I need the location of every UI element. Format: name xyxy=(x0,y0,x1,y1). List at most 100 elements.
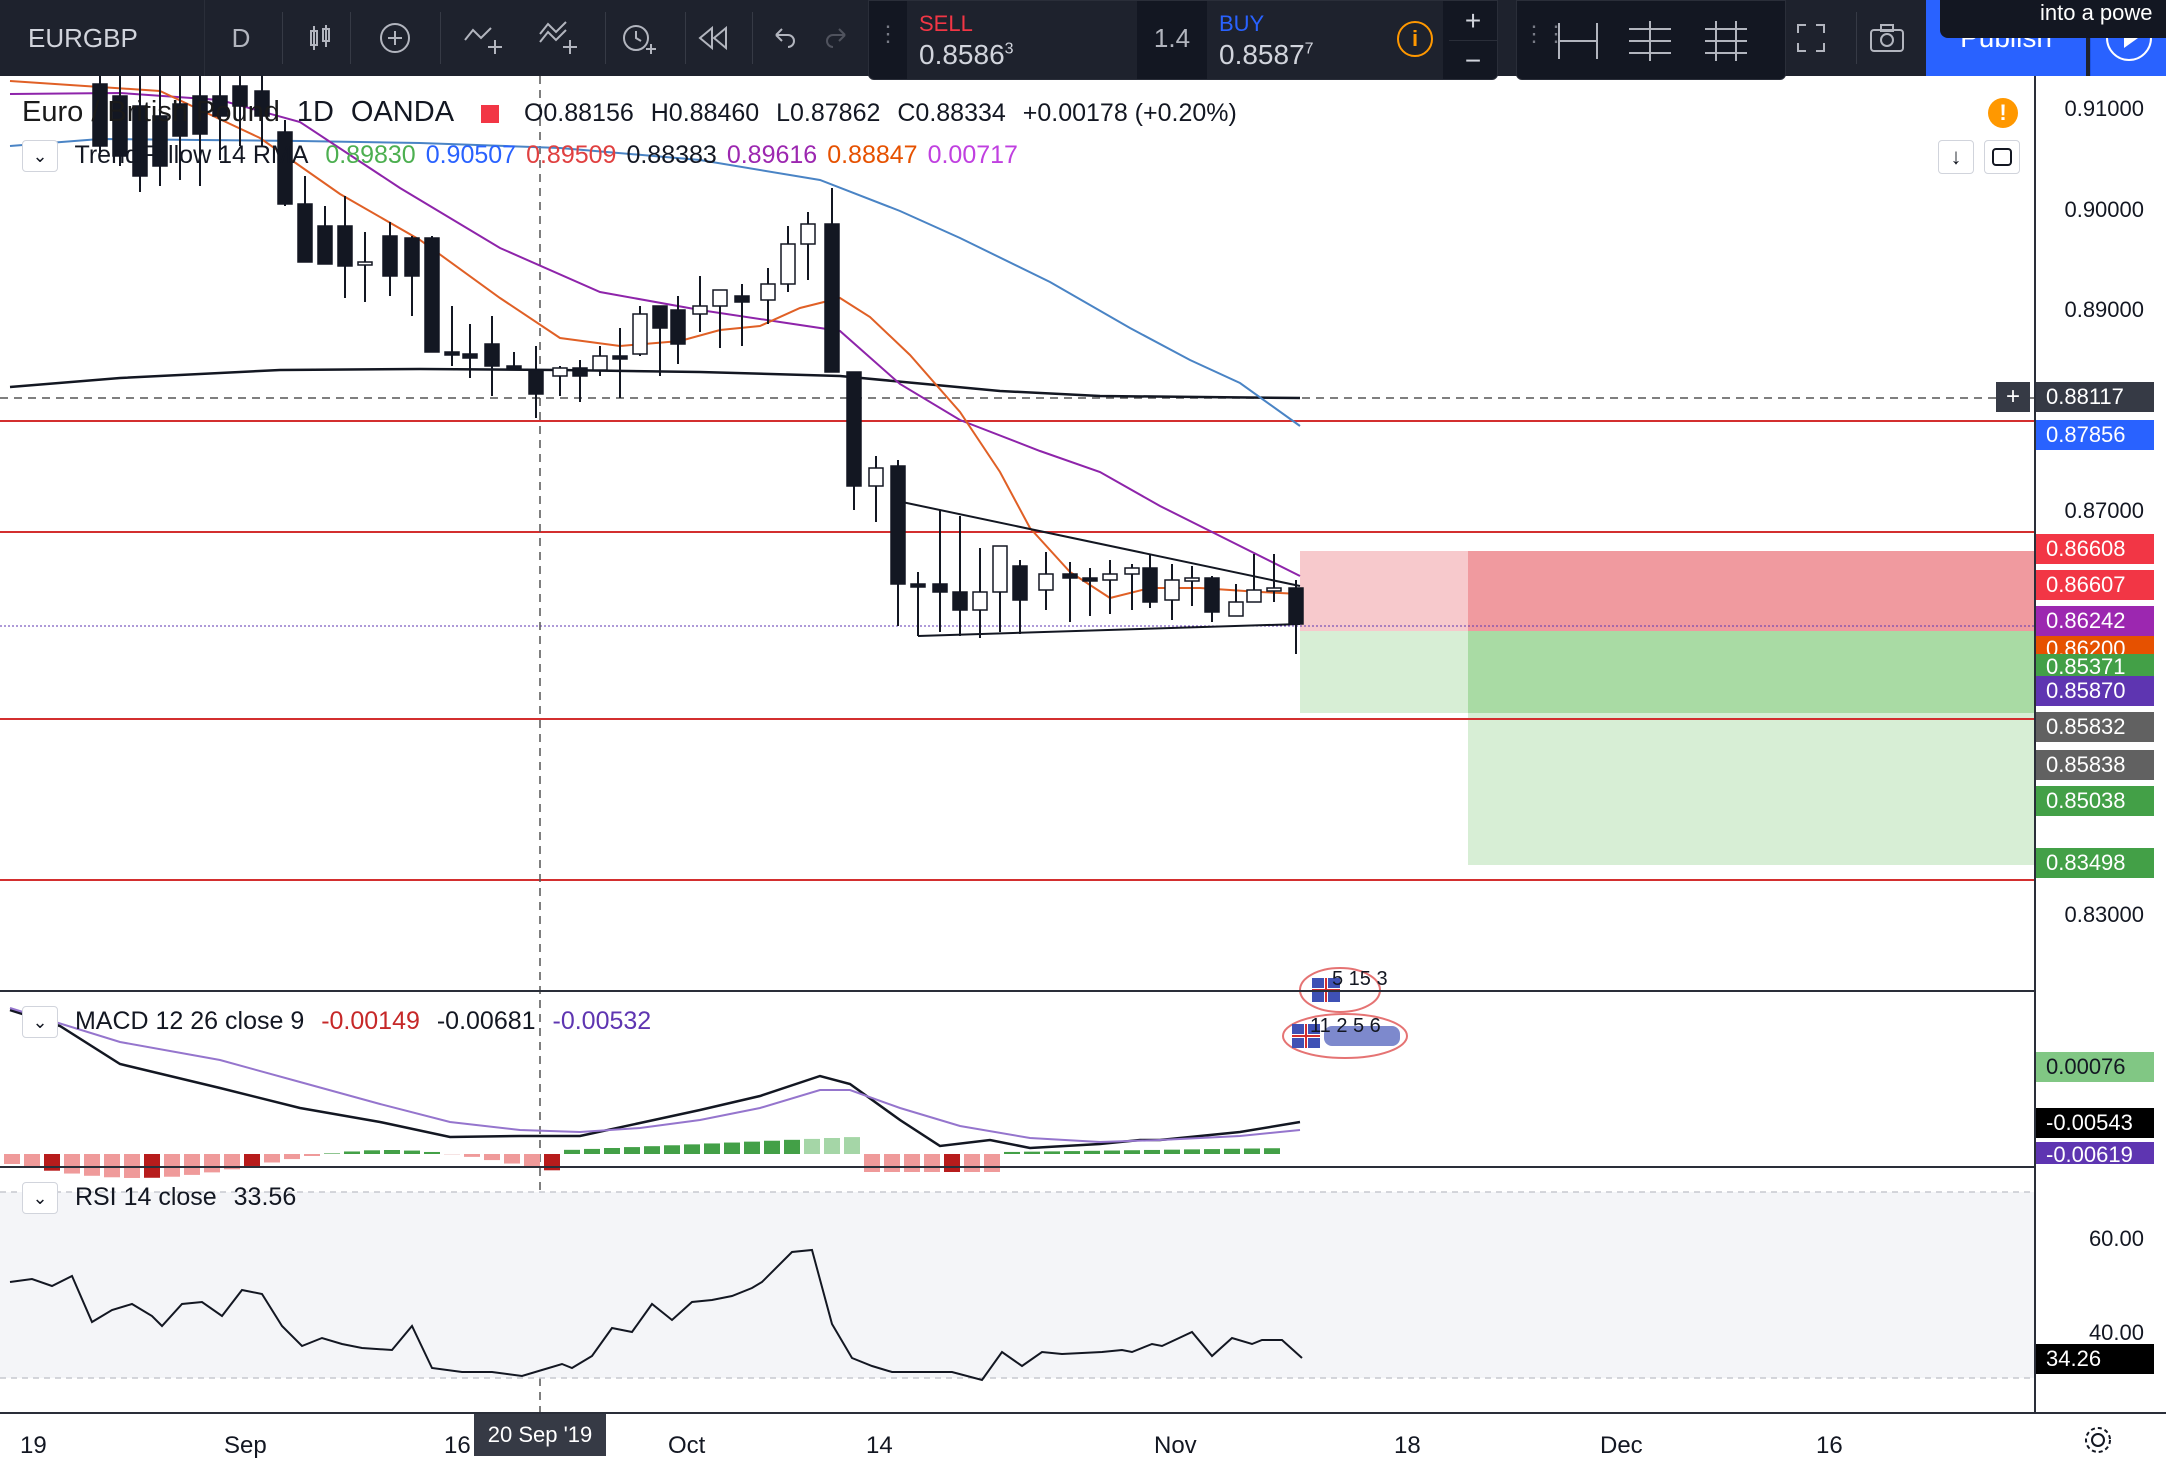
macd-bar-positive xyxy=(644,1146,660,1154)
macd-bar-positive xyxy=(704,1143,720,1154)
bearish-candle xyxy=(484,343,500,367)
add-plus-icon[interactable]: + xyxy=(1996,382,2030,412)
chart-source: OANDA xyxy=(350,96,455,128)
black-ma-line xyxy=(9,367,1301,400)
quantity-stepper[interactable]: + − xyxy=(1449,1,1497,79)
collapse-rsi-button[interactable]: ⌄ xyxy=(22,1182,58,1214)
collapse-legend-button[interactable]: ⌄ xyxy=(22,140,58,172)
compare-add-icon[interactable] xyxy=(370,0,420,76)
macd-bar-positive xyxy=(364,1150,380,1154)
bearish-candle xyxy=(910,583,926,588)
macd-bar-positive xyxy=(324,1153,340,1154)
macd-bar-positive xyxy=(684,1144,700,1154)
macd-value-3: -0.00532 xyxy=(552,1006,652,1035)
bullish-candle xyxy=(552,367,568,377)
macd-bar-negative xyxy=(884,1154,900,1172)
price-tick: 0.87000 xyxy=(2064,498,2144,523)
bearish-candle xyxy=(952,591,968,611)
arrow-down-icon[interactable]: ↓ xyxy=(1938,140,1974,174)
macd-bar-positive xyxy=(1164,1149,1180,1154)
time-label: Oct xyxy=(668,1432,706,1459)
rsi-band xyxy=(0,1192,2034,1378)
candlesticks xyxy=(92,76,1304,654)
short-position-target-zone xyxy=(1300,631,1468,713)
interval-button[interactable]: D xyxy=(206,0,276,76)
pane-divider[interactable] xyxy=(0,1166,2034,1168)
macd-bar-negative xyxy=(184,1154,200,1175)
plus-icon[interactable]: + xyxy=(1464,5,1482,36)
bearish-candle xyxy=(462,353,478,359)
bullish-candle xyxy=(692,305,708,315)
candles-icon[interactable] xyxy=(295,0,345,76)
bearish-candle xyxy=(382,235,398,277)
minus-icon[interactable]: − xyxy=(1449,40,1497,80)
bearish-candle xyxy=(132,105,148,177)
rsi-tick: 40.00 xyxy=(2088,1320,2144,1345)
bearish-candle xyxy=(404,237,420,277)
crosshair-price-box: 0.88117 xyxy=(2036,382,2154,412)
triangle-lower-trendline xyxy=(917,623,1301,637)
bearish-candle xyxy=(670,309,686,345)
fib-tool-icon[interactable] xyxy=(1625,19,1675,68)
economic-events-flag[interactable]: 5 15 3 11 2 5 6 xyxy=(1282,967,1408,1059)
macd-bar-positive xyxy=(384,1150,400,1154)
warning-icon[interactable]: ! xyxy=(1988,98,2018,128)
price-box-red: 0.86607 xyxy=(2036,570,2154,600)
camera-icon[interactable] xyxy=(1862,0,1912,76)
indicators-icon[interactable] xyxy=(455,0,515,76)
events-top-label: 5 15 3 xyxy=(1332,968,1388,990)
info-icon[interactable]: i xyxy=(1397,21,1433,57)
bullish-candle xyxy=(972,591,988,611)
price-box-orange: 0.86200 xyxy=(2036,636,2154,654)
indicator-value: 0.89830 xyxy=(325,140,416,169)
macd-bar-negative xyxy=(104,1154,120,1178)
ohlc-high: H0.88460 xyxy=(650,99,760,127)
price-box-violet: 0.85870 xyxy=(2036,676,2154,706)
macd-bar-positive xyxy=(424,1151,440,1154)
rsi-legend: ⌄ RSI 14 close 33.56 xyxy=(22,1182,306,1214)
undo-icon[interactable] xyxy=(760,0,805,76)
symbol-label: EURGBP xyxy=(28,22,138,53)
blue-ma-line xyxy=(9,137,1301,427)
toolbar-divider xyxy=(282,12,283,64)
macd-bar-negative xyxy=(524,1154,540,1168)
sell-price: 0.85863 xyxy=(919,39,1014,70)
maximize-icon[interactable] xyxy=(1984,140,2020,174)
price-scale[interactable]: 0.91000 0.90000 0.89000 0.87000 0.83000 … xyxy=(2034,76,2166,1412)
main-chart[interactable]: 5 15 3 11 2 5 6 xyxy=(0,76,2034,1412)
alert-icon[interactable] xyxy=(610,0,670,76)
range-tool-icon[interactable] xyxy=(1553,19,1603,68)
time-axis[interactable]: 19 Sep 16 Oct 14 Nov 18 Dec 16 20 Sep '1… xyxy=(0,1412,2166,1468)
collapse-macd-button[interactable]: ⌄ xyxy=(22,1006,58,1038)
redo-icon[interactable] xyxy=(815,0,860,76)
drawing-toolbar: ⋮⋮ xyxy=(1516,0,1786,80)
templates-icon[interactable] xyxy=(530,0,590,76)
indicator-value: 0.88383 xyxy=(626,140,717,169)
fullscreen-icon[interactable] xyxy=(1786,0,1836,76)
bullish-candle xyxy=(1228,601,1244,617)
price-box-gray: 0.85832 xyxy=(2036,712,2154,742)
macd-bar-positive xyxy=(664,1145,680,1154)
bearish-candle xyxy=(92,83,108,147)
settings-gear-icon[interactable] xyxy=(2080,1422,2116,1463)
buy-button[interactable]: BUY 0.85877 xyxy=(1207,1,1443,79)
macd-bar-positive xyxy=(1204,1149,1220,1154)
symbol-search-button[interactable]: EURGBP xyxy=(0,0,205,76)
events-bottom-label: 11 2 5 6 xyxy=(1310,1015,1381,1037)
pane-divider[interactable] xyxy=(0,990,2034,992)
sell-button[interactable]: SELL 0.85863 xyxy=(907,1,1137,79)
price-box-purple: 0.86242 xyxy=(2036,606,2154,636)
macd-bar-positive xyxy=(1044,1151,1060,1154)
macd-bar-positive xyxy=(1144,1149,1160,1154)
indicator-value: 0.89616 xyxy=(726,140,818,169)
bullish-candle xyxy=(712,289,728,307)
position-tool-icon[interactable] xyxy=(1701,19,1751,68)
bullish-candle xyxy=(1038,573,1054,591)
price-box-blue: 0.87856 xyxy=(2036,420,2154,450)
replay-icon[interactable] xyxy=(690,0,735,76)
macd-bar-negative xyxy=(484,1154,500,1161)
bearish-candle xyxy=(1142,567,1158,603)
indicator-name: TrendFollow 14 RMA xyxy=(74,140,309,169)
toolbar-divider xyxy=(685,12,686,64)
macd-bar-negative xyxy=(224,1154,240,1170)
